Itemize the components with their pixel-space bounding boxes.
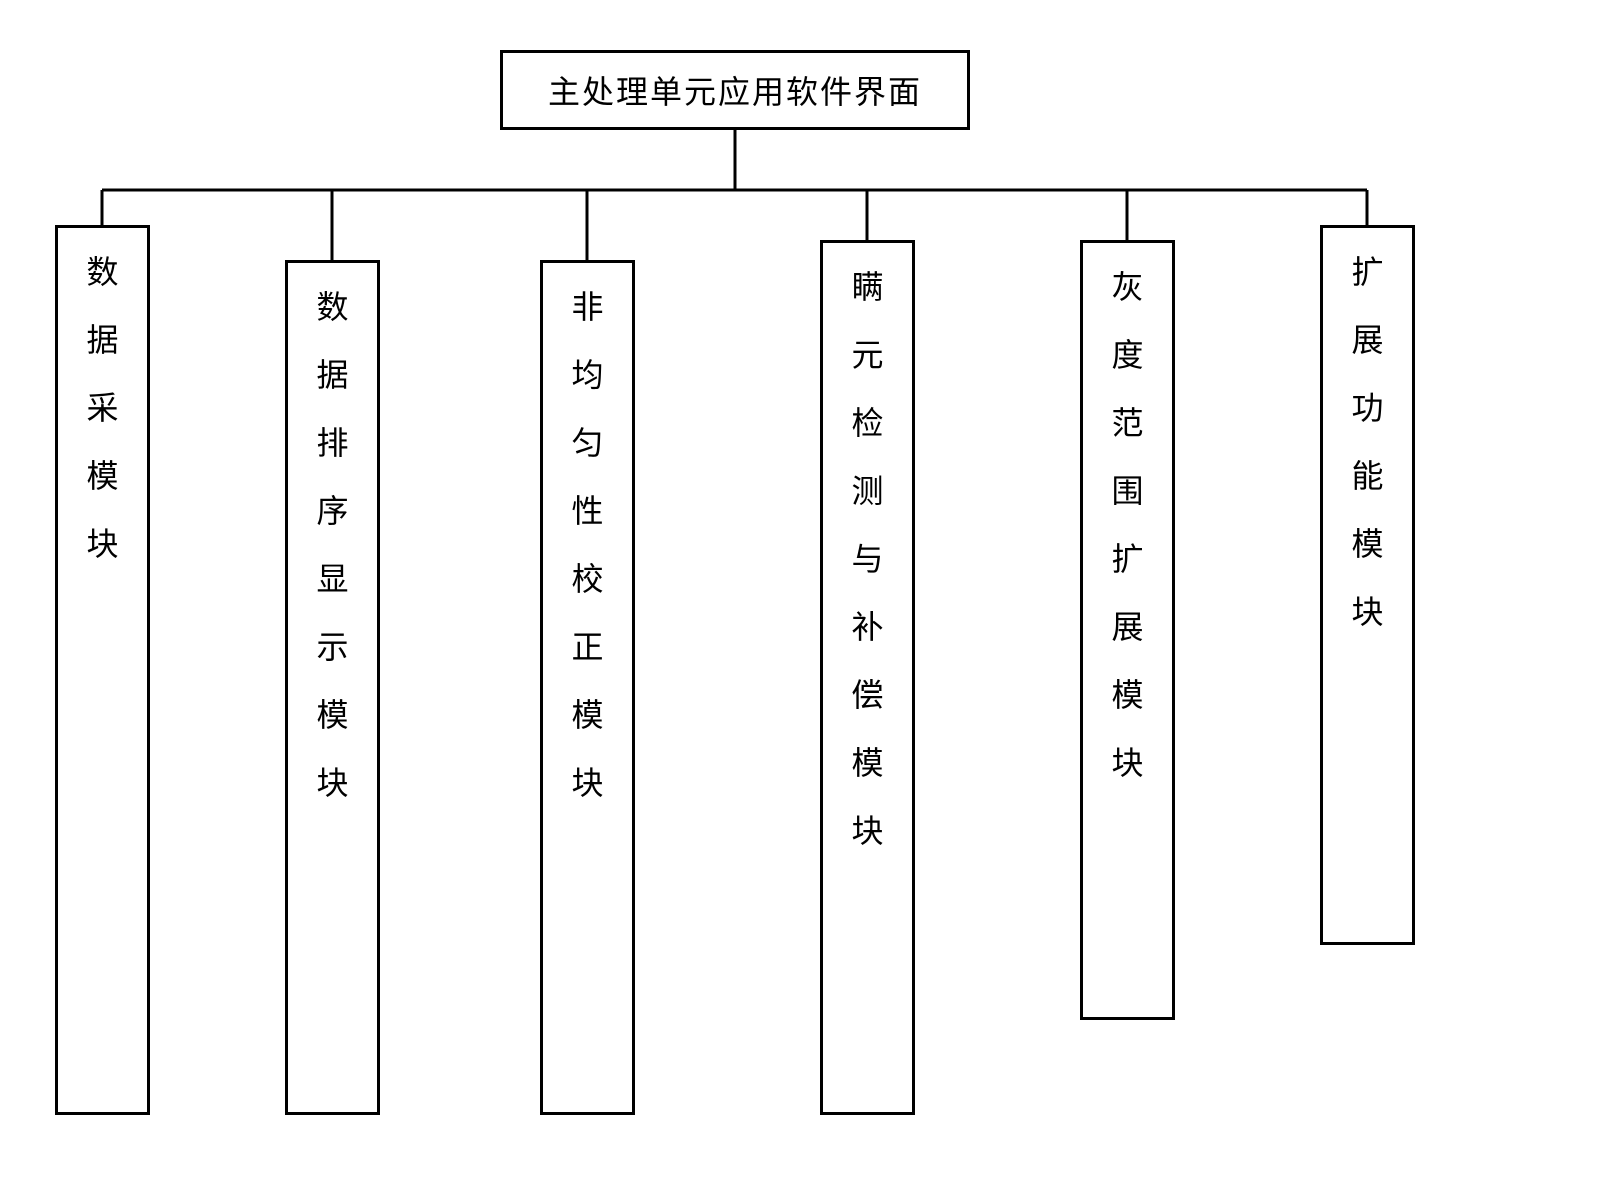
module-label-char: 灰 [1111, 271, 1143, 303]
module-label-char: 展 [1111, 611, 1143, 643]
module-label-char: 模 [1351, 528, 1383, 560]
module-label-char: 扩 [1111, 543, 1143, 575]
module-node: 数据排序显示模块 [285, 260, 380, 1115]
module-label-char: 围 [1111, 475, 1143, 507]
module-label-char: 排 [316, 427, 348, 459]
module-label-char: 匀 [571, 427, 603, 459]
module-label-char: 块 [86, 528, 118, 560]
module-label-char: 据 [316, 359, 348, 391]
module-node: 扩展功能模块 [1320, 225, 1415, 945]
hierarchy-diagram: 主处理单元应用软件界面 数据采模块数据排序显示模块非均匀性校正模块瞒元检测与补偿… [0, 0, 1621, 1181]
module-label-char: 范 [1111, 407, 1143, 439]
module-label-char: 测 [851, 475, 883, 507]
module-label-char: 块 [851, 815, 883, 847]
module-label-char: 模 [86, 460, 118, 492]
root-label: 主处理单元应用软件界面 [548, 67, 922, 113]
module-label-char: 能 [1351, 460, 1383, 492]
root-node: 主处理单元应用软件界面 [500, 50, 970, 130]
module-label-char: 据 [86, 324, 118, 356]
module-label-char: 块 [316, 767, 348, 799]
module-label-char: 与 [851, 543, 883, 575]
module-label-char: 采 [86, 392, 118, 424]
module-label-char: 非 [571, 291, 603, 323]
module-label-char: 数 [86, 256, 118, 288]
module-label-char: 检 [851, 407, 883, 439]
module-node: 数据采模块 [55, 225, 150, 1115]
module-label-char: 数 [316, 291, 348, 323]
module-label-char: 显 [316, 563, 348, 595]
module-label-char: 功 [1351, 392, 1383, 424]
module-node: 瞒元检测与补偿模块 [820, 240, 915, 1115]
module-label-char: 瞒 [851, 271, 883, 303]
module-label-char: 模 [1111, 679, 1143, 711]
module-label-char: 正 [571, 631, 603, 663]
module-label-char: 展 [1351, 324, 1383, 356]
module-node: 灰度范围扩展模块 [1080, 240, 1175, 1020]
module-label-char: 块 [1351, 596, 1383, 628]
module-label-char: 模 [851, 747, 883, 779]
module-label-char: 补 [851, 611, 883, 643]
module-label-char: 扩 [1351, 256, 1383, 288]
module-label-char: 模 [571, 699, 603, 731]
module-label-char: 性 [571, 495, 603, 527]
module-label-char: 元 [851, 339, 883, 371]
module-label-char: 校 [571, 563, 603, 595]
module-label-char: 模 [316, 699, 348, 731]
module-label-char: 序 [316, 495, 348, 527]
module-label-char: 偿 [851, 679, 883, 711]
module-label-char: 度 [1111, 339, 1143, 371]
module-label-char: 示 [316, 631, 348, 663]
module-label-char: 块 [571, 767, 603, 799]
module-label-char: 块 [1111, 747, 1143, 779]
module-label-char: 均 [571, 359, 603, 391]
module-node: 非均匀性校正模块 [540, 260, 635, 1115]
